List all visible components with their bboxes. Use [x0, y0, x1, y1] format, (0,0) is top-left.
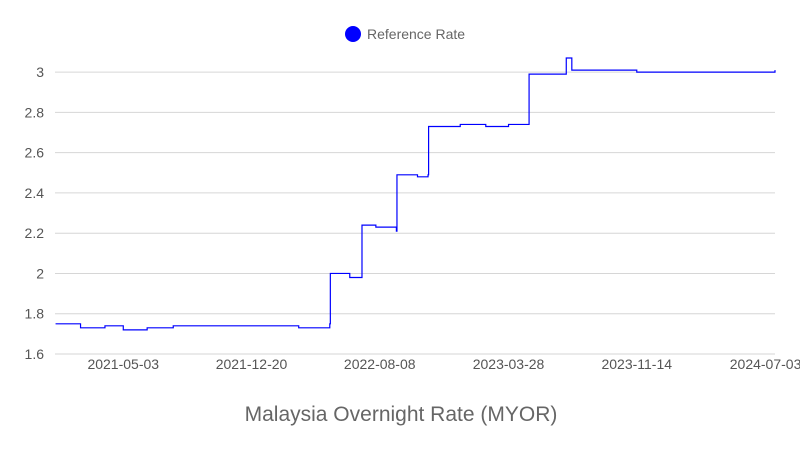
x-tick-label: 2021-12-20	[216, 356, 288, 372]
y-tick-label: 2.6	[25, 145, 45, 161]
y-tick-label: 3	[36, 64, 44, 80]
series-line-reference-rate	[55, 57, 776, 331]
x-tick-label: 2022-08-08	[344, 356, 416, 372]
x-axis-title: Malaysia Overnight Rate (MYOR)	[245, 403, 558, 426]
legend-marker-reference-rate	[345, 26, 361, 42]
y-tick-label: 1.6	[25, 346, 45, 362]
series-layer	[55, 57, 776, 331]
y-tick-label: 2.2	[25, 225, 45, 241]
grid-lines	[55, 71, 775, 355]
x-tick-label: 2023-03-28	[473, 356, 545, 372]
y-tick-label: 2	[36, 265, 44, 281]
y-tick-label: 2.8	[25, 104, 45, 120]
x-tick-label: 2024-07-03	[730, 356, 800, 372]
y-tick-label: 1.8	[25, 306, 45, 322]
y-axis-ticks: 1.6 1.8 2 2.2 2.4 2.6 2.8 3	[25, 64, 45, 362]
x-tick-label: 2021-05-03	[87, 356, 159, 372]
legend[interactable]: Reference Rate	[345, 26, 465, 42]
y-tick-label: 2.4	[25, 185, 45, 201]
x-axis-ticks: 2021-05-03 2021-12-20 2022-08-08 2023-03-28…	[87, 356, 800, 372]
x-tick-label: 2023-11-14	[601, 356, 672, 372]
legend-label-reference-rate: Reference Rate	[367, 26, 465, 42]
